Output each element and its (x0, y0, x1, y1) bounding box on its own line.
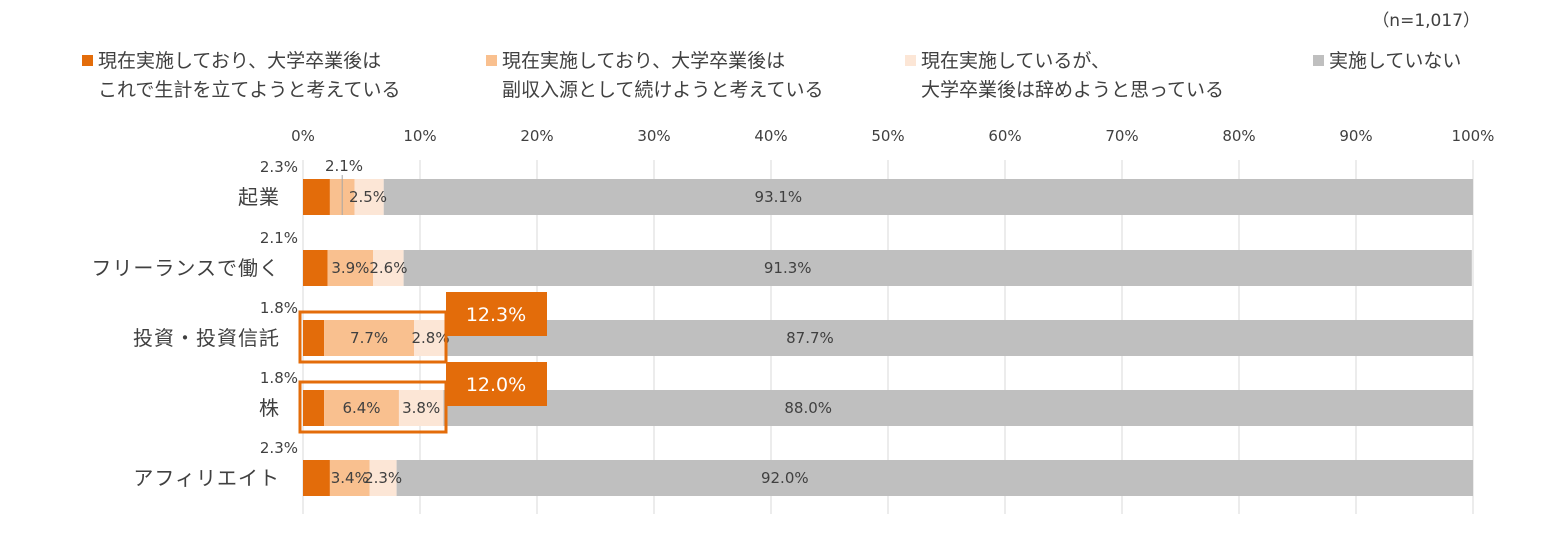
bar-segment (354, 179, 384, 215)
bar-segment (327, 250, 374, 286)
bar-segment (398, 390, 444, 426)
legend-label: 副収入源として続けようと考えている (502, 79, 823, 101)
x-axis-ticks: 0% 10% 20% 30% 40% 50% 60% 70% 80% 90% 100% (291, 127, 1494, 145)
legend-swatch (1313, 55, 1324, 66)
category-label: アフィリエイト (133, 466, 280, 490)
highlight-label: 12.0% (466, 374, 526, 396)
data-labels: 2.3% 2.1% 2.5% 93.1% 2.1% 3.9% 2.6% 91.3% 1.8% 7.… (260, 157, 834, 487)
data-label: 1.8% (260, 369, 298, 387)
x-tick-label: 100% (1452, 127, 1495, 145)
category-label: 起業 (238, 185, 280, 209)
data-label: 2.3% (260, 439, 298, 457)
x-tick-label: 10% (403, 127, 436, 145)
legend-label: 実施していない (1329, 50, 1461, 72)
legend-label: これで生計を立てようと考えている (98, 79, 400, 101)
bar-segment (446, 320, 1473, 356)
legend-label: 現在実施しており、大学卒業後は (98, 50, 381, 72)
highlight-box (298, 380, 448, 434)
legend-label: 大学卒業後は辞めようと思っている (921, 79, 1224, 101)
data-label: 91.3% (764, 259, 812, 277)
data-label: 7.7% (350, 329, 388, 347)
bars (303, 179, 1474, 496)
highlight-box (298, 310, 448, 364)
data-label: 3.4% (331, 469, 369, 487)
legend-swatch (905, 55, 916, 66)
legend-swatch (486, 55, 497, 66)
data-label: 3.9% (331, 259, 369, 277)
legend-swatch (82, 55, 93, 66)
bar-segment (403, 250, 1472, 286)
x-tick-label: 70% (1105, 127, 1138, 145)
bar-segment (329, 460, 370, 496)
bar-segment (443, 390, 1473, 426)
highlight-callout (446, 362, 547, 406)
bar-segment (373, 250, 404, 286)
highlight-label: 12.3% (466, 304, 526, 326)
bar-segment (303, 179, 330, 215)
data-label: 2.3% (260, 158, 298, 176)
x-tick-label: 0% (291, 127, 315, 145)
data-label: 2.3% (364, 469, 402, 487)
bar-segment (324, 320, 415, 356)
legend-label: 現在実施しており、大学卒業後は (502, 50, 785, 72)
bar-segment (303, 460, 330, 496)
bar-segment (324, 390, 399, 426)
category-label: 投資・投資信託 (133, 326, 280, 350)
x-tick-label: 80% (1222, 127, 1255, 145)
data-label: 6.4% (342, 399, 380, 417)
data-label: 2.6% (369, 259, 407, 277)
legend: 現在実施しており、大学卒業後はこれで生計を立てようと考えている現在実施しており、… (82, 50, 1461, 101)
bar-segment (303, 250, 328, 286)
data-label: 2.1% (260, 229, 298, 247)
data-label: 92.0% (761, 469, 809, 487)
bar-segment (303, 320, 325, 356)
bar-segment (396, 460, 1474, 496)
legend-label: 現在実施しているが、 (921, 50, 1110, 72)
x-tick-label: 60% (988, 127, 1021, 145)
highlights: 12.3% 12.0% (298, 292, 547, 434)
data-label: 3.8% (402, 399, 440, 417)
data-label: 93.1% (755, 188, 803, 206)
x-tick-label: 30% (637, 127, 670, 145)
highlight-callout (446, 292, 547, 336)
data-label: 2.8% (411, 329, 449, 347)
x-tick-label: 40% (754, 127, 787, 145)
data-label: 2.5% (349, 188, 387, 206)
x-tick-label: 90% (1339, 127, 1372, 145)
category-label: 株 (259, 396, 280, 420)
sample-size-note: （n=1,017） (1372, 11, 1480, 31)
data-label: 2.1% (325, 157, 363, 175)
category-label: フリーランスで働く (91, 256, 280, 280)
x-tick-label: 20% (520, 127, 553, 145)
data-label: 87.7% (786, 329, 834, 347)
data-label: 1.8% (260, 299, 298, 317)
bar-segment (369, 460, 397, 496)
data-label: 88.0% (784, 399, 832, 417)
bar-segment (303, 390, 325, 426)
bar-segment (414, 320, 447, 356)
bar-segment (383, 179, 1474, 215)
x-tick-label: 50% (871, 127, 904, 145)
